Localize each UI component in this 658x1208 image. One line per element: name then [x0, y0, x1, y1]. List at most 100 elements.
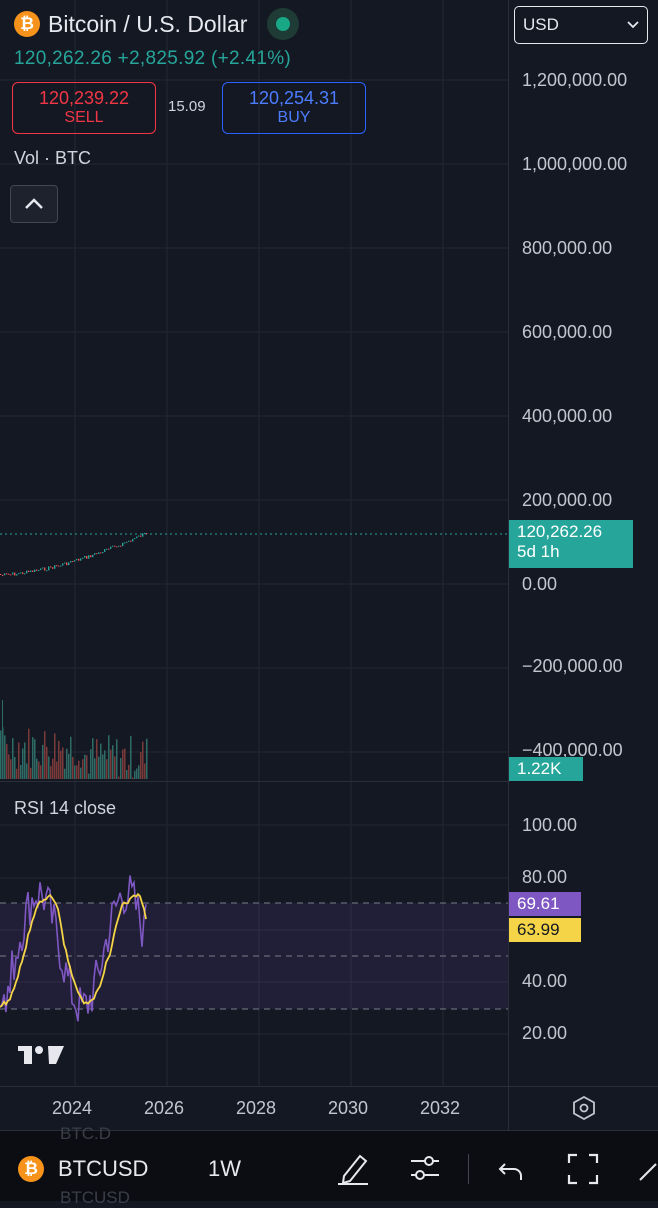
candle [28, 570, 30, 573]
candle [32, 570, 34, 572]
candle [18, 573, 20, 575]
volume-bar [98, 756, 100, 779]
candle [118, 545, 120, 547]
currency-select[interactable]: USD [514, 6, 648, 44]
candle [128, 540, 130, 542]
volume-bar [24, 742, 26, 779]
candle [102, 551, 104, 554]
market-status-icon[interactable] [267, 8, 300, 40]
buy-price: 120,254.31 [248, 88, 340, 109]
fullscreen-icon[interactable] [566, 1152, 600, 1191]
volume-bar [48, 756, 50, 779]
symbol-header[interactable]: ₿ Bitcoin / U.S. Dollar [14, 8, 300, 40]
timeframe-selector[interactable]: 1W [208, 1156, 241, 1181]
volume-bar [142, 741, 144, 779]
volume-bar [144, 763, 146, 779]
collapse-legend-button[interactable] [10, 185, 58, 223]
price-candles [0, 532, 148, 576]
buy-button[interactable]: 120,254.31 BUY [222, 82, 366, 134]
chart-canvas[interactable] [0, 0, 658, 1130]
volume-bar [94, 758, 96, 779]
last-price-tag[interactable]: 120,262.26 5d 1h [509, 520, 633, 568]
candle [76, 558, 78, 561]
volume-tag: 1.22K [509, 757, 583, 781]
price-axis-label: 200,000.00 [522, 490, 613, 510]
volume-bar [8, 754, 10, 779]
volume-bar [20, 764, 22, 779]
candle [36, 569, 38, 571]
price-axis-label: 600,000.00 [522, 322, 613, 342]
candle [108, 548, 110, 550]
volume-bar [4, 735, 6, 779]
candle [38, 570, 40, 572]
pane-divider[interactable] [0, 781, 510, 782]
rsi-axis-label: 80.00 [522, 867, 568, 887]
volume-bar [76, 765, 78, 779]
volume-bar [6, 744, 8, 779]
candle [100, 552, 102, 554]
volume-bar [54, 733, 56, 779]
candle [12, 572, 14, 575]
indicators-sliders-icon[interactable] [408, 1152, 442, 1189]
candle [124, 542, 126, 544]
price-axis-label: 800,000.00 [522, 238, 613, 258]
volume-bar [74, 765, 76, 779]
volume-bar [90, 749, 92, 779]
volume-indicator-label[interactable]: Vol · BTC [14, 148, 92, 168]
sell-button[interactable]: 120,239.22 SELL [12, 82, 156, 134]
settings-hexagon-icon[interactable] [572, 1095, 596, 1125]
volume-bar [82, 759, 84, 779]
volume-bar [64, 768, 66, 779]
candle [112, 545, 114, 547]
rsi-value-tag: 69.61 [509, 892, 581, 916]
currency-value: USD [523, 15, 559, 34]
candle [132, 539, 134, 542]
volume-bar [130, 735, 132, 779]
spread-value: 15.09 [168, 98, 206, 115]
candle [54, 565, 56, 569]
volume-bar [136, 768, 138, 779]
volume-bar [66, 748, 68, 779]
bar-countdown: 5d 1h [517, 542, 560, 561]
volume-bar [68, 753, 70, 779]
candle [56, 565, 58, 567]
candle [64, 562, 66, 564]
volume-bar [108, 735, 110, 779]
candle [134, 538, 136, 540]
candle [22, 572, 24, 575]
bottom-toolbar [0, 1130, 658, 1201]
volume-bar [60, 750, 62, 779]
candle [8, 573, 10, 575]
candle [24, 573, 26, 575]
draw-pen-icon[interactable] [336, 1150, 370, 1191]
price-axis-label: 1,000,000.00 [522, 154, 628, 174]
candle [62, 563, 64, 566]
undo-icon[interactable] [496, 1154, 526, 1189]
chevron-up-icon [25, 198, 43, 209]
volume-bar [100, 743, 102, 779]
rsi-indicator-label[interactable]: RSI 14 close [14, 798, 117, 818]
candle [120, 545, 122, 547]
volume-bar [118, 776, 120, 779]
candle [26, 570, 28, 574]
symbol-selector[interactable]: BTCUSD [58, 1156, 149, 1181]
volume-bar [36, 758, 38, 779]
rsi-ma-line [0, 892, 147, 1008]
candle [122, 542, 124, 547]
candle [2, 574, 4, 576]
volume-bar [110, 749, 112, 779]
ghost-symbol-above: BTC.D [60, 1124, 111, 1143]
more-tools-icon[interactable] [638, 1158, 658, 1187]
candle [82, 557, 84, 559]
volume-bar [140, 752, 142, 779]
price-axis-label: 1,200,000.00 [522, 70, 628, 90]
candle [44, 567, 46, 571]
volume-bar [122, 749, 124, 779]
candle [50, 566, 52, 568]
volume-bar [14, 756, 16, 779]
volume-bar [38, 761, 40, 779]
rsi-axis-label: 40.00 [522, 971, 568, 991]
candle [90, 555, 92, 558]
volume-bar [112, 745, 114, 779]
candle [130, 540, 132, 542]
